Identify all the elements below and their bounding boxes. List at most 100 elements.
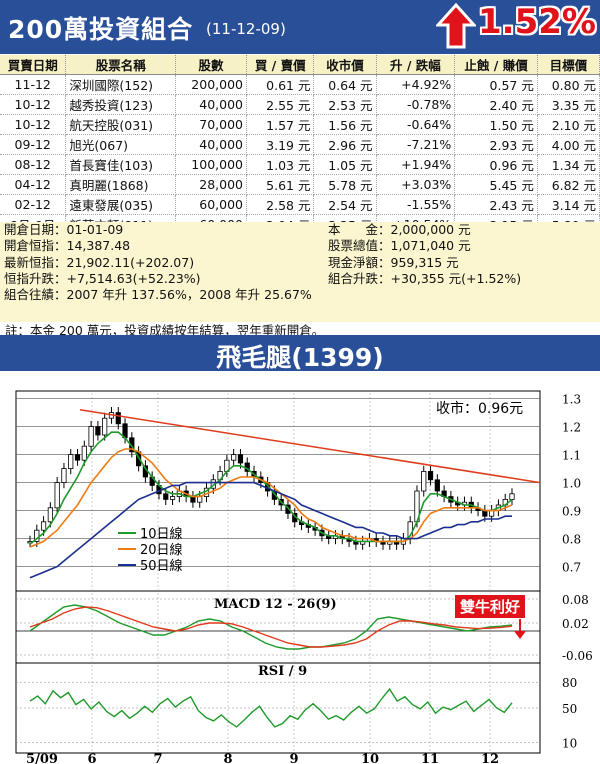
capital: 本 金：2,000,000 元	[328, 222, 471, 237]
table-cell: 真明麗(1868)	[65, 174, 177, 195]
x-tick-label: 10	[361, 752, 379, 764]
price-candle	[190, 496, 196, 503]
table-cell: 0.57 元	[454, 74, 538, 95]
table-cell: +4.92%	[376, 74, 456, 95]
track-record: 組合往績：2007 年升 137.56%，2008 年升 25.67%	[4, 287, 312, 302]
x-tick-label: 6	[87, 752, 96, 764]
table-cell: 60,000	[175, 194, 247, 215]
table-cell: 09-12	[0, 134, 67, 155]
price-panel	[27, 407, 541, 579]
y-tick-label: 0.02	[562, 617, 589, 631]
table-row: 11-12 深圳國際(152) 200,000 0.61 元 0.64 元 +4.92% 0…	[0, 74, 600, 95]
stock-value: 股票總值：1,071,040 元	[328, 238, 471, 254]
chart-grid: 0.7 0.8 0.9 1.0 1.1 1.2 1.3 0.08 0.02 -0.06 80 50 10	[15, 390, 593, 754]
macd-panel: MACD 12 - 26(9)	[29, 597, 526, 650]
column-header: 目標價	[537, 55, 600, 75]
portfolio-change-pct: 1.52%	[478, 2, 596, 42]
hsi-change: 恒指升跌：+7,514.63(+52.23%)	[4, 270, 201, 286]
table-cell: -0.64%	[376, 114, 456, 135]
table-cell: 3.19 元	[246, 134, 315, 155]
x-tick-label: 7	[153, 752, 162, 764]
portfolio-title: 200萬投資組合	[8, 15, 194, 44]
table-cell: +3.03%	[376, 174, 456, 195]
macd-line	[29, 606, 513, 648]
table-cell: 0.96 元	[454, 154, 538, 175]
summary-right: 本 金：2,000,000 元 股票總值：1,071,040 元 現金淨額：95…	[328, 222, 521, 287]
summary-left: 開倉日期：01-01-09 開倉恒指：14,387.48 最新恒指：21,902…	[4, 222, 201, 287]
stock-chart: 0.7 0.8 0.9 1.0 1.1 1.2 1.3 0.08 0.02 -0.06 80 50 10…	[0, 371, 600, 764]
plot-frame	[15, 390, 541, 754]
table-cell: 2.54 元	[313, 194, 377, 215]
up-arrow-icon	[436, 3, 476, 49]
price-candle	[54, 482, 60, 509]
price-candle	[434, 479, 440, 492]
y-tick-label: -0.06	[562, 649, 593, 663]
price-candle	[285, 504, 291, 514]
table-cell: 0.64 元	[313, 74, 377, 95]
table-cell: 1.56 元	[313, 114, 377, 135]
x-tick-label: 5/09	[26, 752, 58, 764]
table-cell: 28,000	[175, 174, 247, 195]
price-candle	[68, 454, 74, 469]
holdings-header-row: 買賣日期 股票名稱 股數買 / 賣價 收市價升 / 跌幅 止蝕 / 賺價 目標價	[0, 55, 600, 75]
holdings-body: 11-12 深圳國際(152) 200,000 0.61 元 0.64 元 +4.92% 0…	[0, 74, 600, 235]
table-cell: 2.43 元	[454, 194, 538, 215]
legend-label: 10日線	[140, 526, 183, 542]
table-cell: 2.55 元	[246, 94, 315, 115]
table-cell: 10-12	[0, 94, 67, 115]
column-header: 止蝕 / 賺價	[454, 55, 538, 75]
stock-title: 飛毛腿(1399)	[216, 343, 384, 372]
table-cell: 深圳國際(152)	[65, 74, 177, 95]
macd-line	[29, 604, 513, 650]
y-tick-label: 1.2	[562, 421, 581, 435]
column-header: 買 / 賣價	[246, 55, 315, 75]
table-cell: 0.61 元	[246, 74, 315, 95]
table-cell: 11-12	[0, 74, 67, 95]
y-tick-label: 0.9	[562, 505, 581, 519]
table-cell: 40,000	[175, 94, 247, 115]
table-cell: 2.10 元	[537, 114, 600, 135]
double-bull-badge: 雙牛利好	[454, 594, 527, 619]
table-cell: -7.21%	[376, 134, 456, 155]
price-candle	[509, 493, 515, 500]
column-header: 收市價	[313, 55, 377, 75]
table-cell: 0.80 元	[537, 74, 600, 95]
table-row: 09-12 旭光(067) 40,000 3.19 元 2.96 元 -7.21% 2.93…	[0, 134, 600, 155]
legend-label: 20日線	[140, 542, 183, 558]
table-row: 10-12 航天控股(031) 70,000 1.57 元 1.56 元 -0.64% 1.…	[0, 114, 600, 135]
table-cell: 遠東發展(035)	[65, 194, 177, 215]
rsi-panel: RSI / 9	[29, 664, 513, 728]
table-cell: 5.61 元	[246, 174, 315, 195]
price-candle	[74, 454, 81, 461]
price-candle	[129, 437, 135, 453]
table-cell: 2.53 元	[313, 94, 377, 115]
price-candle	[88, 426, 94, 447]
legend-label: 50日線	[140, 558, 183, 574]
price-candle	[427, 471, 434, 481]
table-cell: 1.03 元	[246, 154, 315, 175]
chart-section-header: 飛毛腿(1399)	[0, 335, 600, 372]
y-tick-label: 80	[562, 676, 577, 690]
x-tick-label: 12	[481, 752, 499, 764]
price-candle	[163, 493, 169, 500]
latest-hsi: 最新恒指：21,902.11(+202.07)	[4, 254, 195, 270]
price-candle	[115, 412, 121, 425]
portfolio-header: 200萬投資組合 (11-12-09)	[0, 0, 600, 54]
table-cell: 1.57 元	[246, 114, 315, 135]
price-candle	[489, 510, 495, 517]
table-cell: 旭光(067)	[65, 134, 177, 155]
table-cell: 100,000	[175, 154, 247, 175]
y-tick-label: 0.8	[562, 533, 581, 547]
price-candle	[197, 496, 203, 503]
badge-arrow-head	[514, 631, 526, 639]
column-header: 股票名稱	[65, 55, 177, 75]
table-cell: 1.34 元	[537, 154, 600, 175]
table-row: 02-12 遠東發展(035) 60,000 2.58 元 2.54 元 -1.55% 2.…	[0, 194, 600, 215]
table-cell: 40,000	[175, 134, 247, 155]
x-tick-label: 8	[223, 752, 232, 764]
table-cell: 1.05 元	[313, 154, 377, 175]
price-candle	[169, 496, 176, 500]
price-candle	[231, 454, 237, 461]
rsi-title: RSI / 9	[258, 664, 307, 679]
x-axis: 5/09 6 7 8 9 10 11 12	[26, 752, 499, 764]
